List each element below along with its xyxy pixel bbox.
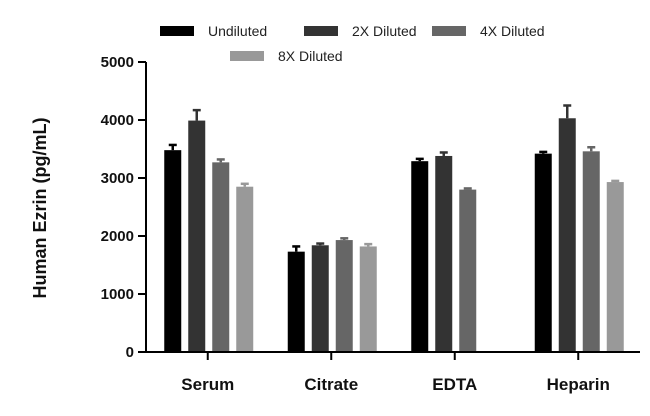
legend-label-undiluted: Undiluted [208,23,267,39]
y-tick-label: 2000 [101,228,134,245]
x-tick-label-serum: Serum [181,375,234,394]
x-tick-label-edta: EDTA [432,375,477,394]
bar-citrate-2x-diluted [311,245,329,352]
y-axis: 0 1000 2000 3000 4000 5000 [101,54,147,361]
y-tick-label: 0 [126,344,134,361]
bar-citrate-4x-diluted [335,240,353,352]
legend-label-8x-diluted: 8X Diluted [278,48,343,64]
bar-heparin-undiluted [534,153,552,352]
legend-swatch-4x-diluted [432,26,466,36]
bar-citrate-8x-diluted [359,246,377,352]
bar-heparin-2x-diluted [558,118,576,352]
bar-edta-undiluted [411,161,429,352]
bars [164,104,624,352]
bar-citrate-undiluted [287,251,305,352]
bar-serum-8x-diluted [236,186,254,352]
bar-heparin-8x-diluted [606,182,624,352]
y-tick-label: 1000 [101,286,134,303]
y-tick-label: 5000 [101,54,134,71]
bar-edta-2x-diluted [435,155,453,352]
bar-heparin-4x-diluted [582,151,600,352]
x-tick-label-citrate: Citrate [304,375,358,394]
legend: Undiluted 2X Diluted 4X Diluted 8X Diluted [160,23,545,64]
bar-serum-4x-diluted [212,162,230,352]
y-tick-label: 4000 [101,112,134,129]
legend-label-2x-diluted: 2X Diluted [352,23,417,39]
bar-serum-2x-diluted [188,120,206,352]
bar-serum-undiluted [164,150,182,352]
x-tick-label-heparin: Heparin [547,375,610,394]
legend-swatch-8x-diluted [230,51,264,61]
y-axis-title: Human Ezrin (pg/mL) [30,118,50,299]
y-tick-label: 3000 [101,170,134,187]
legend-label-4x-diluted: 4X Diluted [480,23,545,39]
legend-swatch-undiluted [160,26,194,36]
x-axis: Serum Citrate EDTA Heparin [146,351,640,394]
legend-swatch-2x-diluted [304,26,338,36]
bar-edta-4x-diluted [459,189,477,352]
